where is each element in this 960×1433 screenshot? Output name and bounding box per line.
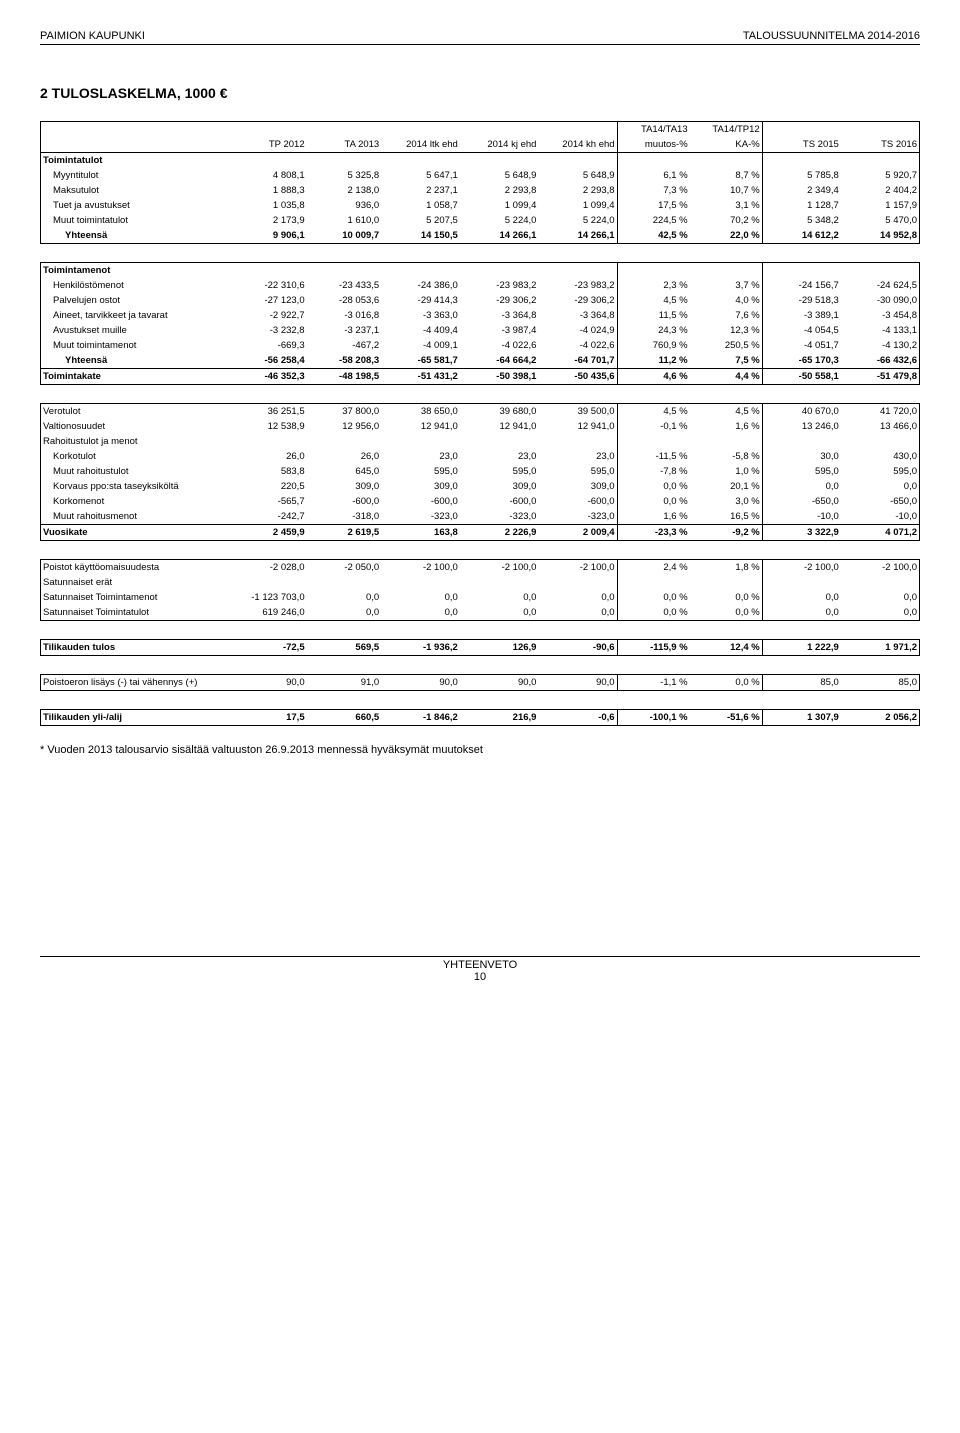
tuloslaskelma-table: TA14/TA13TA14/TP12TP 2012TA 20132014 ltk… — [40, 121, 920, 726]
page-footer: YHTEENVETO 10 — [40, 956, 920, 983]
table-row: Avustukset muille-3 232,8-3 237,1-4 409,… — [41, 323, 920, 338]
spacer-row — [41, 385, 920, 404]
table-row: Korvaus ppo:sta taseyksiköltä220,5309,03… — [41, 479, 920, 494]
column-header-row-2: TP 2012TA 20132014 ltk ehd2014 kj ehd201… — [41, 137, 920, 153]
section-total: Yhteensä9 906,110 009,714 150,514 266,11… — [41, 228, 920, 244]
table-row: Myyntitulot4 808,15 325,85 647,15 648,95… — [41, 168, 920, 183]
page-header: PAIMION KAUPUNKI TALOUSSUUNNITELMA 2014-… — [40, 30, 920, 45]
table-row: Henkilöstömenot-22 310,6-23 433,5-24 386… — [41, 278, 920, 293]
table-row: Aineet, tarvikkeet ja tavarat-2 922,7-3 … — [41, 308, 920, 323]
section-subtotal: Yhteensä-56 258,4-58 208,3-65 581,7-64 6… — [41, 353, 920, 369]
column-header-row-1: TA14/TA13TA14/TP12 — [41, 122, 920, 138]
spacer-row — [41, 244, 920, 263]
footnote: * Vuoden 2013 talousarvio sisältää valtu… — [40, 744, 920, 756]
table-row: Verotulot36 251,537 800,038 650,039 680,… — [41, 404, 920, 420]
sub-head: Rahoitustulot ja menot — [41, 434, 920, 449]
section-total: Vuosikate2 459,92 619,5163,82 226,92 009… — [41, 525, 920, 541]
table-row: Satunnaiset Toimintatulot619 246,00,00,0… — [41, 605, 920, 621]
table-row: Palvelujen ostot-27 123,0-28 053,6-29 41… — [41, 293, 920, 308]
table-row: Satunnaiset Toimintamenot-1 123 703,00,0… — [41, 590, 920, 605]
table-row: Poistot käyttöomaisuudesta-2 028,0-2 050… — [41, 560, 920, 576]
section-total: Toimintakate-46 352,3-48 198,5-51 431,2-… — [41, 369, 920, 385]
table-row: Muut rahoitustulot583,8645,0595,0595,059… — [41, 464, 920, 479]
table-row: Muut toimintatulot2 173,91 610,05 207,55… — [41, 213, 920, 228]
header-left: PAIMION KAUPUNKI — [40, 30, 145, 42]
tilikauden-tulos: Tilikauden tulos-72,5569,5-1 936,2126,9-… — [41, 640, 920, 656]
spacer-row — [41, 621, 920, 640]
table-row: Korkotulot26,026,023,023,023,0-11,5 %-5,… — [41, 449, 920, 464]
table-row: Muut toimintamenot-669,3-467,2-4 009,1-4… — [41, 338, 920, 353]
table-row: Tuet ja avustukset1 035,8936,01 058,71 0… — [41, 198, 920, 213]
table-row: Valtionosuudet12 538,912 956,012 941,012… — [41, 419, 920, 434]
tilikauden-yli-alij: Tilikauden yli-/alij17,5660,5-1 846,2216… — [41, 710, 920, 726]
spacer-row — [41, 541, 920, 560]
table-row: Korkomenot-565,7-600,0-600,0-600,0-600,0… — [41, 494, 920, 509]
table-row: Maksutulot1 888,32 138,02 237,12 293,82 … — [41, 183, 920, 198]
footer-page: 10 — [40, 971, 920, 983]
spacer-row — [41, 691, 920, 710]
section-head: Toimintamenot — [41, 263, 920, 279]
page-title: 2 TULOSLASKELMA, 1000 € — [40, 85, 920, 101]
header-right: TALOUSSUUNNITELMA 2014-2016 — [743, 30, 920, 42]
spacer-row — [41, 656, 920, 675]
footer-text: YHTEENVETO — [40, 959, 920, 971]
page: PAIMION KAUPUNKI TALOUSSUUNNITELMA 2014-… — [0, 0, 960, 1013]
table-row: Muut rahoitusmenot-242,7-318,0-323,0-323… — [41, 509, 920, 525]
section-head: Toimintatulot — [41, 153, 920, 169]
table-row: Satunnaiset erät — [41, 575, 920, 590]
poistoeron: Poistoeron lisäys (-) tai vähennys (+)90… — [41, 675, 920, 691]
